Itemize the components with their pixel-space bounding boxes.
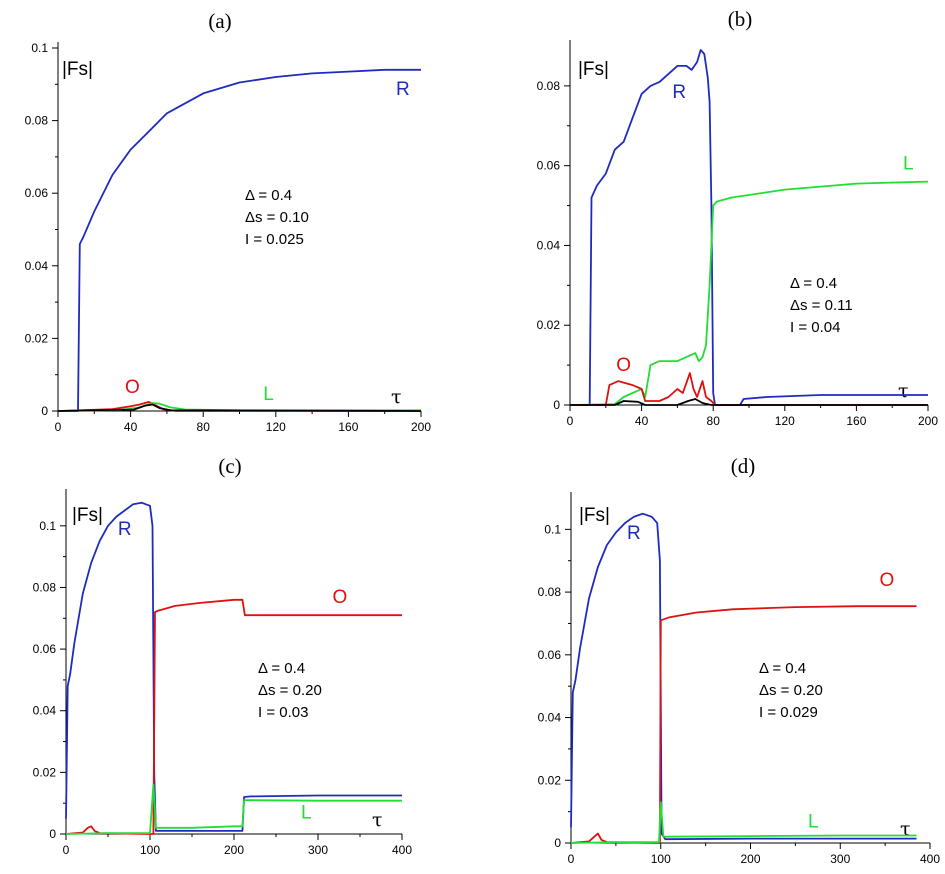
y-tick-label: 0.02 <box>537 318 561 332</box>
parameter-text: I = 0.03 <box>258 704 308 721</box>
x-tick-label: 0 <box>63 843 70 857</box>
x-tick-label: 0 <box>55 420 62 434</box>
y-axis-label: |Fs| <box>578 59 609 80</box>
y-tick-label: 0.02 <box>538 773 562 787</box>
y-tick-label: 0.04 <box>33 704 57 718</box>
x-tick-label: 80 <box>707 414 721 428</box>
x-axis-label: τ <box>900 818 911 840</box>
panel-b: (b) 0 40 80 120 160 200 0 0.02 0.04 0.06 0.08 |Fs| τ R… <box>537 7 939 428</box>
y-tick-label: 0.08 <box>33 580 57 594</box>
parameter-text: Δ = 0.4 <box>790 275 837 292</box>
series-L-line <box>569 180 929 406</box>
panel-a: (a) 0 40 80 120 160 200 0 0.02 0.04 0.06 0.08 0.1 |Fs… <box>25 9 432 434</box>
curve-label-O: O <box>616 355 631 376</box>
series-black-line <box>570 398 928 406</box>
y-tick-label: 0.04 <box>537 238 561 252</box>
y-tick-label: 0.06 <box>538 648 562 662</box>
parameter-text: Δ = 0.4 <box>245 187 292 204</box>
x-tick-label: 400 <box>392 843 412 857</box>
series-R-line <box>570 512 917 841</box>
series-O-line <box>65 598 402 835</box>
parameter-text: Δs = 0.20 <box>759 682 823 699</box>
parameter-text: I = 0.025 <box>245 231 304 248</box>
y-axis-label: |Fs| <box>579 505 610 526</box>
x-axis-label: τ <box>372 809 383 831</box>
panel-title: (d) <box>731 454 756 478</box>
series-L-line <box>65 783 402 835</box>
y-tick-label: 0.08 <box>25 114 49 128</box>
y-axis-label: |Fs| <box>62 59 93 80</box>
x-tick-label: 200 <box>224 843 244 857</box>
parameter-text: Δs = 0.10 <box>245 209 309 226</box>
series-R-line <box>58 68 421 412</box>
x-tick-label: 200 <box>411 420 431 434</box>
curve-label-O: O <box>332 587 347 608</box>
x-tick-label: 200 <box>918 414 938 428</box>
y-tick-label: 0.08 <box>537 79 561 93</box>
panel-c: (c) 0 100 200 300 400 0 0.02 0.04 0.06 0.08 0.1 |Fs|… <box>33 454 413 857</box>
curve-label-R: R <box>672 82 686 103</box>
parameter-text: I = 0.04 <box>790 319 840 336</box>
y-tick-label: 0 <box>49 827 56 841</box>
x-tick-label: 160 <box>338 420 358 434</box>
x-tick-label: 120 <box>266 420 286 434</box>
y-tick-label: 0 <box>553 398 560 412</box>
parameter-text: Δ = 0.4 <box>759 660 806 677</box>
curve-label-L: L <box>808 811 819 832</box>
panel-title: (c) <box>218 454 241 478</box>
curve-label-R: R <box>627 523 641 544</box>
y-tick-label: 0 <box>554 836 561 850</box>
parameter-text: Δs = 0.20 <box>258 682 322 699</box>
y-tick-label: 0.06 <box>537 159 561 173</box>
curve-label-O: O <box>125 377 140 398</box>
y-tick-label: 0.1 <box>39 519 56 533</box>
series-O-line <box>570 605 917 844</box>
panel-title: (a) <box>208 9 231 33</box>
curve-label-L: L <box>301 803 312 824</box>
y-tick-label: 0.08 <box>538 585 562 599</box>
x-axis-label: τ <box>391 386 402 408</box>
x-tick-label: 300 <box>830 852 850 866</box>
curve-label-L: L <box>903 154 914 175</box>
x-tick-label: 120 <box>775 414 795 428</box>
x-tick-label: 40 <box>124 420 138 434</box>
curve-label-O: O <box>880 570 895 591</box>
curve-label-R: R <box>118 519 132 540</box>
parameter-text: Δ = 0.4 <box>258 660 305 677</box>
series-O-line <box>570 372 928 406</box>
parameter-text: I = 0.029 <box>759 704 818 721</box>
x-tick-label: 100 <box>140 843 160 857</box>
x-tick-label: 0 <box>567 414 574 428</box>
series-black-line <box>57 403 422 412</box>
y-tick-label: 0.02 <box>25 331 49 345</box>
curve-label-R: R <box>396 79 410 100</box>
x-tick-label: 400 <box>920 852 940 866</box>
curve-label-L: L <box>263 384 274 405</box>
x-tick-label: 0 <box>568 852 575 866</box>
y-tick-label: 0.06 <box>33 642 57 656</box>
y-tick-label: 0.04 <box>25 259 49 273</box>
y-tick-label: 0.1 <box>31 41 48 55</box>
y-tick-label: 0.04 <box>538 711 562 725</box>
y-tick-label: 0.02 <box>33 765 57 779</box>
panel-d: (d) 0 100 200 300 400 0 0.02 0.04 0.06 0.08 0.1 |Fs|… <box>538 454 941 866</box>
x-tick-label: 160 <box>846 414 866 428</box>
y-tick-label: 0 <box>41 404 48 418</box>
y-axis-label: |Fs| <box>72 505 103 526</box>
x-tick-label: 100 <box>651 852 671 866</box>
x-tick-label: 80 <box>197 420 211 434</box>
x-tick-label: 300 <box>308 843 328 857</box>
series-R-line <box>65 501 402 832</box>
series-L-line <box>570 801 917 844</box>
parameter-text: Δs = 0.11 <box>790 297 853 314</box>
x-tick-label: 200 <box>740 852 760 866</box>
x-axis-label: τ <box>898 380 909 402</box>
panel-title: (b) <box>728 7 753 31</box>
x-tick-label: 40 <box>635 414 649 428</box>
y-tick-label: 0.06 <box>25 186 49 200</box>
y-tick-label: 0.1 <box>544 522 561 536</box>
series-R-line <box>570 49 928 406</box>
